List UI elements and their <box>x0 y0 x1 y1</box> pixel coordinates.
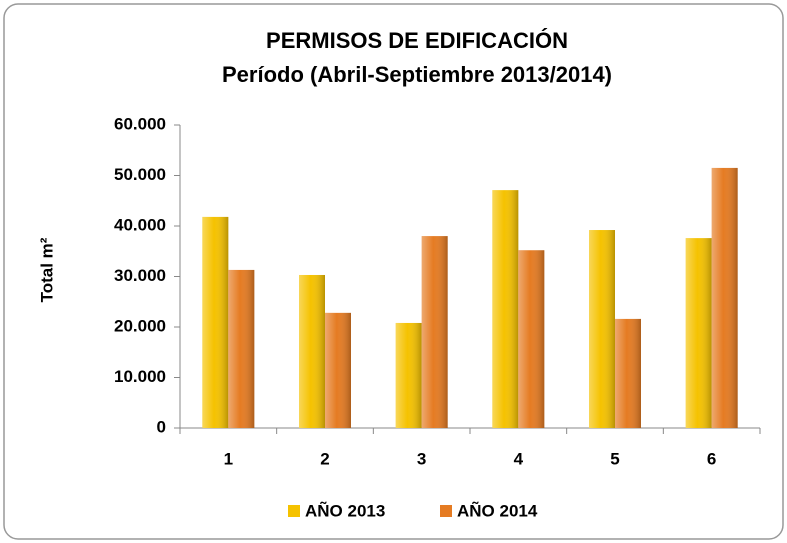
bar-shade <box>421 236 448 428</box>
bar-shade <box>492 190 519 428</box>
bar-shade <box>615 318 641 428</box>
bar-shade <box>685 238 712 428</box>
x-tick-label: 3 <box>417 449 426 468</box>
y-axis-label: Total m² <box>37 237 56 302</box>
y-tick-label: 10.000 <box>114 367 166 386</box>
y-tick-label: 30.000 <box>114 266 166 285</box>
legend-swatch <box>288 505 300 517</box>
bar-shade <box>395 322 422 428</box>
y-tick-label: 20.000 <box>114 316 166 335</box>
y-tick-label: 60.000 <box>114 114 166 133</box>
x-tick-label: 6 <box>707 449 716 468</box>
bar-shade <box>202 216 229 428</box>
x-tick-label: 2 <box>320 449 329 468</box>
bar-shade <box>518 250 545 428</box>
chart-subtitle: Período (Abril-Septiembre 2013/2014) <box>222 62 612 87</box>
legend-swatch <box>440 505 452 517</box>
x-tick-label: 4 <box>514 449 524 468</box>
y-tick-label: 0 <box>157 417 166 436</box>
legend-label: AÑO 2014 <box>457 500 538 520</box>
y-tick-label: 40.000 <box>114 215 166 234</box>
bar-shade <box>711 167 738 429</box>
legend-label: AÑO 2013 <box>305 500 385 520</box>
bar-shade <box>299 274 325 428</box>
bar-shade <box>589 230 615 428</box>
bar-shade <box>228 269 255 428</box>
chart-title: PERMISOS DE EDIFICACIÓN <box>266 28 568 53</box>
x-tick-label: 1 <box>224 449 233 468</box>
chart-frame <box>3 3 784 540</box>
bar-shade <box>325 312 351 428</box>
y-tick-label: 50.000 <box>114 165 166 184</box>
x-tick-label: 5 <box>610 449 619 468</box>
